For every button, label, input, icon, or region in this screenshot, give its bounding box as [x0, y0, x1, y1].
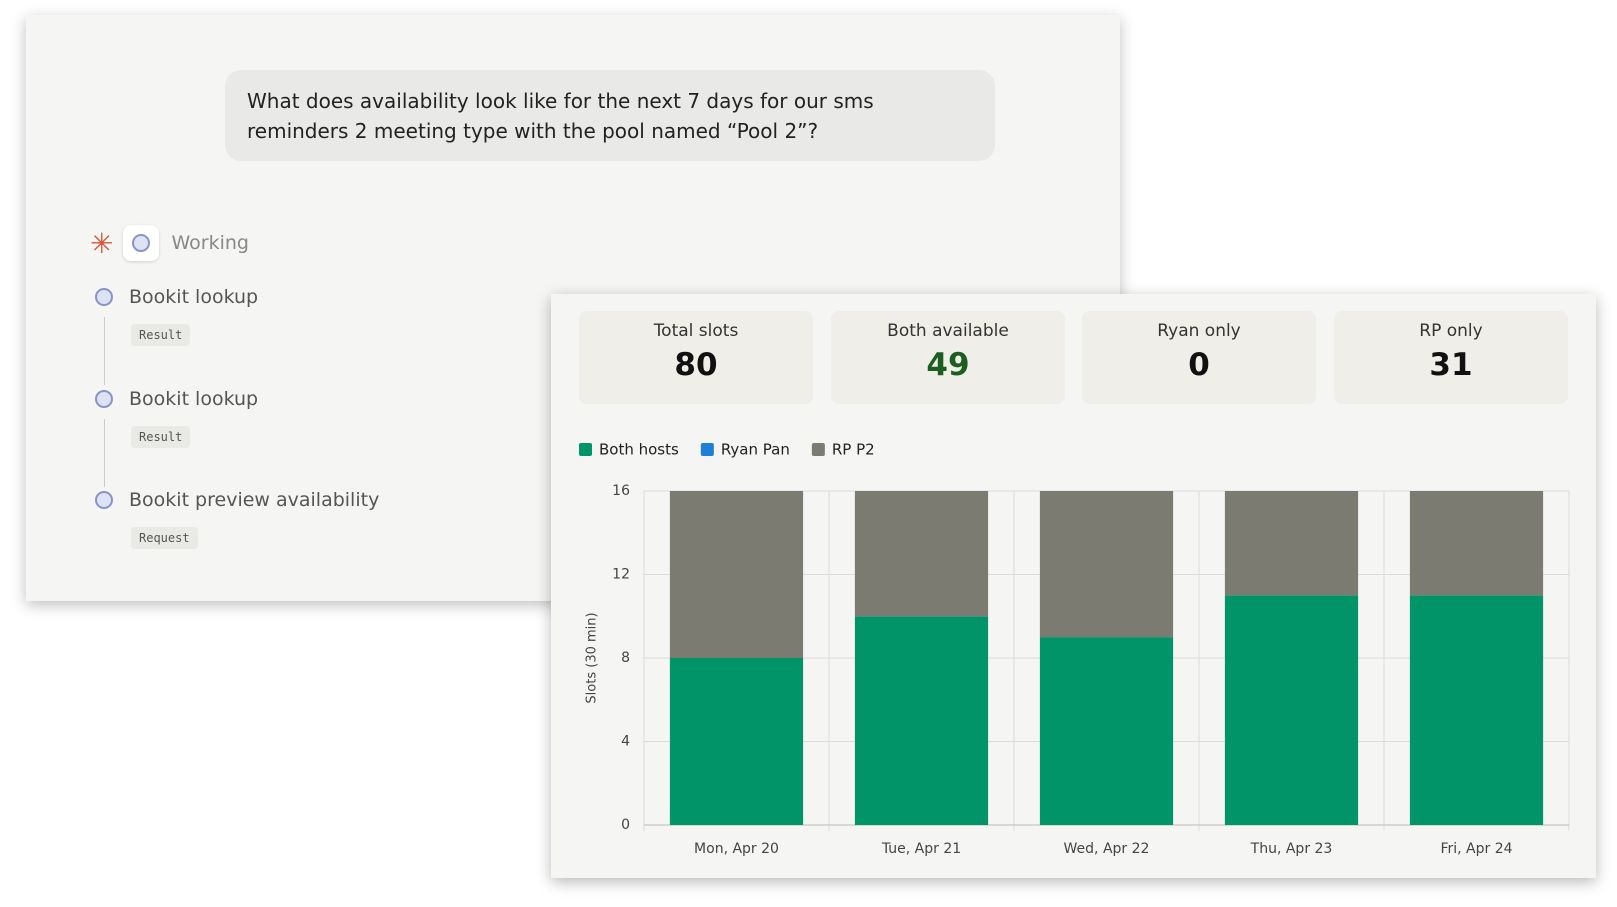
stat-value: 31	[1429, 347, 1473, 383]
bar-segment	[854, 491, 989, 617]
connector	[104, 419, 105, 487]
y-tick-label: 8	[621, 650, 630, 666]
step[interactable]: Bookit lookup	[95, 388, 258, 410]
spinner-icon: ✳	[90, 226, 114, 260]
x-tick-label: Mon, Apr 20	[694, 841, 779, 857]
stat-card: RP only 31	[1334, 311, 1568, 404]
y-tick-label: 0	[621, 817, 630, 833]
step-title: Bookit lookup	[129, 286, 259, 308]
stat-label: Total slots	[653, 321, 739, 341]
bar-segment	[1039, 637, 1174, 825]
y-tick-label: 12	[612, 567, 630, 583]
legend-label: Both hosts	[599, 441, 679, 459]
y-tick-label: 4	[621, 734, 630, 750]
stat-value: 0	[1188, 347, 1210, 383]
bar-segment	[1224, 491, 1359, 596]
user-message: What does availability look like for the…	[225, 70, 995, 161]
legend-swatch	[700, 443, 714, 456]
step-badge[interactable]: Request	[131, 527, 198, 549]
step-title: Bookit lookup	[129, 388, 259, 410]
stat-value: 49	[926, 347, 970, 383]
y-axis-label: Slots (30 min)	[585, 612, 600, 703]
bar-segment	[669, 491, 804, 658]
bar-segment	[1409, 491, 1544, 596]
x-tick-label: Tue, Apr 21	[881, 841, 961, 857]
status-text: Working	[171, 232, 249, 254]
legend-swatch	[579, 443, 592, 456]
status-row: ✳ Working	[90, 225, 249, 261]
tool-icon	[123, 225, 160, 261]
step-badge[interactable]: Result	[131, 324, 191, 346]
connector	[104, 317, 105, 385]
stat-label: Both available	[887, 321, 1009, 341]
stat-label: Ryan only	[1157, 321, 1241, 341]
chart-panel: Total slots 80 Both available 49 Ryan only…	[551, 294, 1596, 878]
bar-segment	[1409, 595, 1544, 825]
stat-card: Ryan only 0	[1082, 311, 1316, 404]
bar-segment	[1039, 491, 1174, 638]
bar-segment	[669, 658, 804, 825]
step-badge[interactable]: Result	[131, 426, 191, 448]
step[interactable]: Bookit preview availability	[95, 489, 379, 511]
step-title: Bookit preview availability	[129, 489, 380, 511]
stat-label: RP only	[1419, 321, 1483, 341]
stat-card: Total slots 80	[579, 311, 813, 404]
chart: Slots (30 min) 0 4 8 12 16 Both hosts Ryan Pan…	[579, 441, 1570, 857]
y-tick-label: 16	[612, 483, 630, 499]
step[interactable]: Bookit lookup	[95, 286, 258, 308]
x-tick-label: Wed, Apr 22	[1064, 841, 1150, 857]
x-tick-label: Fri, Apr 24	[1440, 841, 1512, 857]
legend-label: RP P2	[832, 441, 875, 459]
legend-swatch	[811, 443, 825, 456]
x-tick-label: Thu, Apr 23	[1250, 841, 1333, 857]
legend-label: Ryan Pan	[721, 441, 790, 459]
bar-segment	[854, 616, 989, 825]
stat-card: Both available 49	[831, 311, 1065, 404]
bar-segment	[1224, 595, 1359, 825]
stat-value: 80	[674, 347, 718, 383]
